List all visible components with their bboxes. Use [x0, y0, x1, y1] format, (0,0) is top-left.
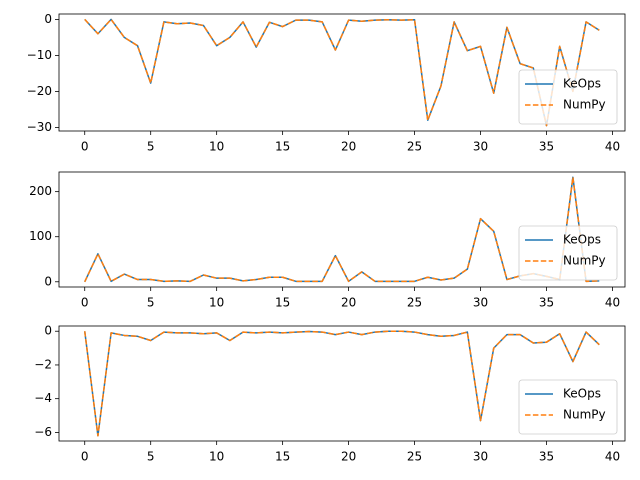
y-tick-label: 0 [44, 12, 52, 26]
x-tick-label: 10 [209, 296, 224, 310]
x-tick-label: 20 [341, 450, 356, 464]
x-tick-label: 35 [539, 450, 554, 464]
y-tick-label: 0 [44, 324, 52, 338]
x-tick-label: 5 [147, 140, 155, 154]
series-line [84, 176, 600, 283]
y-tick-label: −10 [27, 48, 52, 62]
x-tick-label: 0 [81, 450, 89, 464]
y-tick-label: −6 [34, 425, 52, 439]
x-tick-label: 25 [407, 296, 422, 310]
x-tick-label: 25 [407, 140, 422, 154]
x-tick-label: 15 [275, 296, 290, 310]
axes-frame [58, 13, 626, 132]
subplot: 0 5 10 15 20 25 30 35 40 0 100 200 KeOps NumPy [29, 171, 626, 310]
x-tick-label: 30 [473, 450, 488, 464]
x-tick-label: 15 [275, 450, 290, 464]
axes-frame [58, 171, 626, 288]
series-line [84, 18, 600, 127]
y-tick-label: 0 [44, 274, 52, 288]
x-tick-label: 35 [539, 296, 554, 310]
x-tick-label: 5 [147, 450, 155, 464]
x-tick-label: 10 [209, 450, 224, 464]
subplot: 0 5 10 15 20 25 30 35 40 −30 −20 −10 0 KeOps NumPy [27, 12, 626, 154]
legend-label: NumPy [563, 98, 606, 112]
y-tick-label: −30 [27, 120, 52, 134]
x-tick-label: 10 [209, 140, 224, 154]
x-tick-label: 20 [341, 296, 356, 310]
legend-label: KeOps [563, 77, 601, 91]
subplot: 0 5 10 15 20 25 30 35 40 −6 −4 −2 0 KeOps NumPy [34, 324, 626, 464]
legend-label: NumPy [563, 254, 606, 268]
x-tick-label: 20 [341, 140, 356, 154]
axes-frame [58, 325, 626, 442]
x-tick-label: 15 [275, 140, 290, 154]
series-line [83, 330, 600, 437]
legend-label: NumPy [563, 408, 606, 422]
x-tick-label: 40 [605, 450, 620, 464]
x-tick-label: 5 [147, 296, 155, 310]
x-tick-label: 0 [81, 296, 89, 310]
y-tick-label: −4 [34, 391, 52, 405]
x-tick-label: 40 [605, 296, 620, 310]
y-tick-label: −20 [27, 84, 52, 98]
legend-label: KeOps [563, 233, 601, 247]
y-tick-label: 200 [29, 184, 52, 198]
x-tick-label: 30 [473, 296, 488, 310]
x-tick-label: 25 [407, 450, 422, 464]
x-tick-label: 40 [605, 140, 620, 154]
legend-label: KeOps [563, 387, 601, 401]
y-tick-label: 100 [29, 229, 52, 243]
x-tick-label: 35 [539, 140, 554, 154]
x-tick-label: 0 [81, 140, 89, 154]
y-tick-label: −2 [34, 357, 52, 371]
x-tick-label: 30 [473, 140, 488, 154]
